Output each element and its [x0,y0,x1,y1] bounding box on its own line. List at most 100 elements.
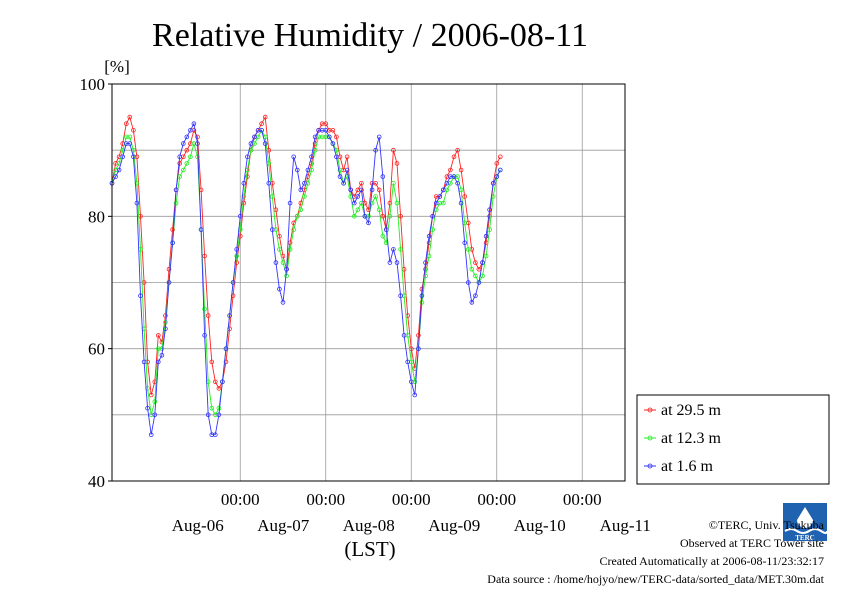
data-point [305,167,311,173]
data-point [465,280,471,285]
data-point [230,280,236,285]
data-point [213,432,218,438]
data-point [177,161,183,166]
data-point [373,147,378,153]
data-point [205,412,211,418]
data-point [487,227,492,232]
data-point [398,293,403,299]
data-point [423,260,428,265]
data-point [241,181,247,186]
data-point [245,154,250,160]
data-point [483,253,489,259]
data-point [398,214,403,219]
data-point [426,253,432,259]
data-point [181,141,186,146]
data-point [387,200,393,206]
data-point [416,333,421,338]
data-point [245,174,250,179]
data-point [473,260,478,265]
series-layer [109,114,503,438]
x-date-tick-labels: Aug-06 Aug-07 Aug-08 Aug-09 Aug-10 Aug-11 [172,516,651,535]
data-point [284,266,289,272]
data-point [188,128,193,133]
x-date-tick-label: Aug-10 [514,516,566,535]
y-axis-unit-label: [%] [104,57,129,76]
data-point [145,405,150,411]
data-point [287,200,293,206]
data-point [398,247,403,252]
data-point [216,405,222,411]
data-point [302,194,307,199]
data-point [280,260,286,265]
data-point [416,346,421,352]
data-point [220,379,225,385]
data-point [494,174,500,179]
data-point [334,134,339,140]
observation-site-text: Observed at TERC Tower site [679,536,824,550]
data-point [376,207,382,213]
data-point [497,167,503,173]
data-point [426,233,432,239]
data-point [152,412,158,418]
data-point [259,128,264,133]
data-point [323,121,329,126]
data-point [405,359,411,365]
data-point [387,260,393,265]
data-point [177,154,183,160]
data-point [473,273,478,279]
data-point [458,167,464,173]
chart-title: Relative Humidity / 2006-08-11 [152,17,588,54]
data-point [312,147,318,153]
data-point [423,266,428,272]
data-point [156,333,161,338]
y-tick-labels: 40 60 80 100 [80,75,112,491]
legend-entry-label: at 1.6 m [661,458,714,475]
series-line-2 [111,129,501,416]
data-point [383,240,389,246]
data-point [462,194,468,199]
data-point [362,214,368,219]
legend-entry-label: at 12.3 m [661,430,722,447]
data-point [238,227,243,232]
data-point [302,181,307,186]
y-tick-label: 40 [88,472,105,491]
plot-frame [111,83,626,482]
data-point [430,214,435,219]
data-point [326,134,332,140]
data-point [127,134,133,140]
data-point [419,293,425,299]
data-point [141,359,147,365]
data-point [159,346,165,352]
data-point [298,207,304,213]
data-point [483,233,489,239]
data-point [480,260,485,265]
data-point [252,134,257,140]
data-point [369,200,375,206]
data-point [330,141,336,146]
data-point [394,161,400,166]
data-point [359,187,364,193]
x-date-tick-label: Aug-11 [600,516,651,535]
terc-logo-text: TERC [795,534,814,542]
data-point [184,161,190,166]
data-point [465,247,471,252]
data-point [120,154,125,160]
data-point [476,280,482,285]
data-point [394,200,400,206]
data-point [131,128,136,133]
data-point [156,359,161,365]
data-point [138,293,143,299]
data-point [159,352,165,358]
data-point [451,154,457,160]
data-point [269,227,275,232]
x-date-tick-label: Aug-07 [257,516,309,535]
created-timestamp-text: Created Automatically at 2006-08-11/23:3… [599,554,824,568]
data-point [148,432,154,438]
data-point [277,286,282,292]
data-point [433,200,439,206]
data-point [462,240,468,246]
data-point [269,194,275,199]
data-point [294,214,300,219]
data-point [209,405,215,411]
data-point [440,200,446,206]
